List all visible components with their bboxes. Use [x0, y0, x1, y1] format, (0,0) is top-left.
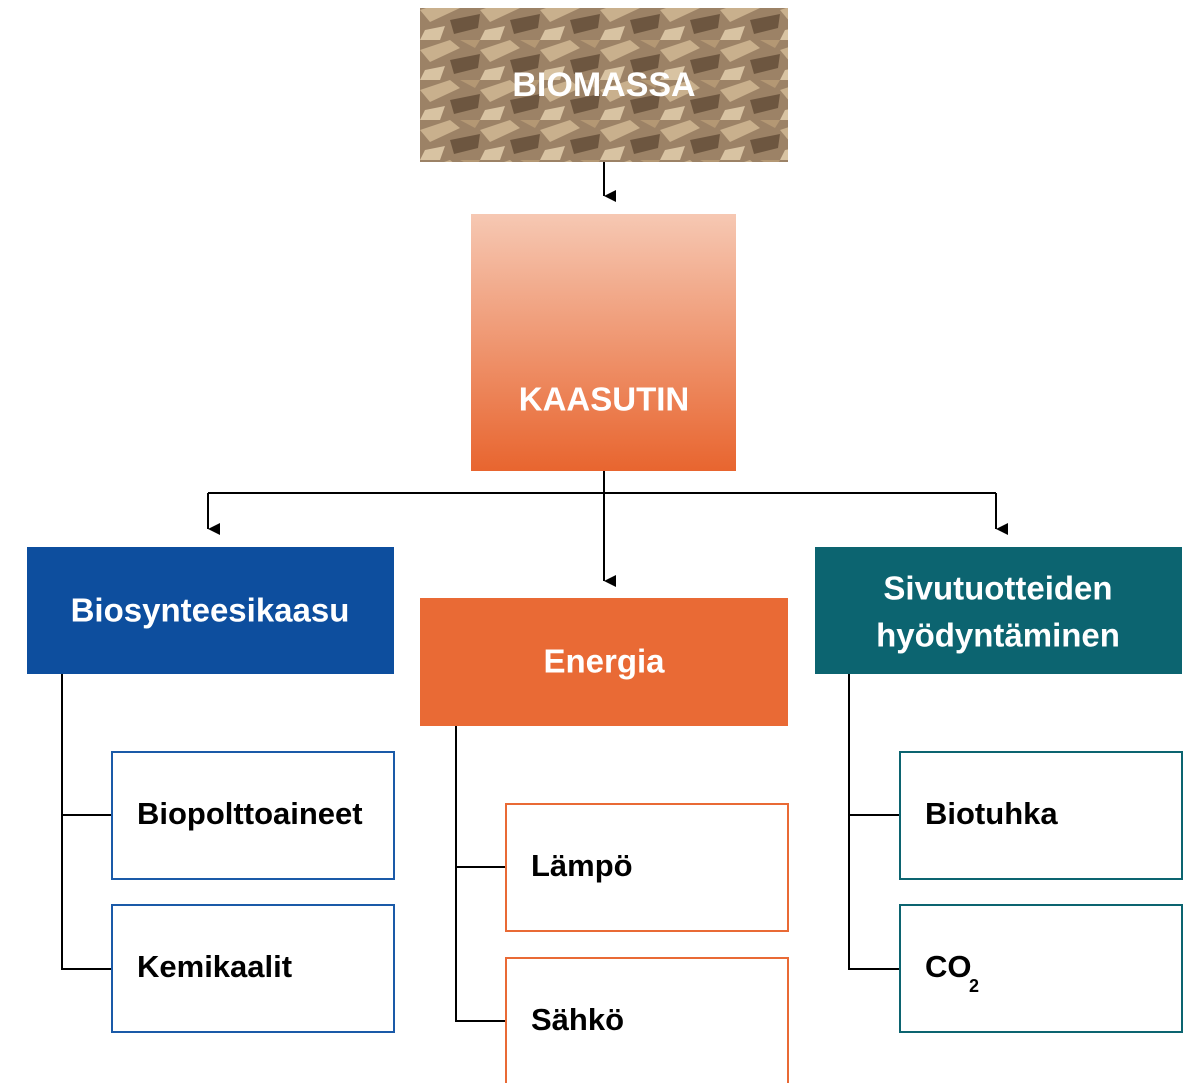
leaf-label: Biopolttoaineet	[137, 796, 363, 831]
connector	[208, 471, 996, 493]
node-label: BIOMASSA	[512, 66, 695, 104]
node-label: Biosynteesikaasu	[71, 592, 350, 629]
leaf-label: CO	[925, 949, 972, 984]
leaf-label: Biotuhka	[925, 796, 1058, 831]
leaf-label: Sähkö	[531, 1002, 624, 1037]
node-label: hyödyntäminen	[876, 617, 1120, 654]
leaf-label: Kemikaalit	[137, 949, 292, 984]
diagram: BIOMASSA KAASUTIN Biosynteesikaasu Energ…	[0, 0, 1192, 1083]
category-box	[815, 547, 1182, 674]
connector	[849, 674, 900, 969]
kaasutin-box	[471, 214, 736, 471]
connector	[456, 726, 506, 1021]
node-label: KAASUTIN	[519, 381, 690, 418]
node-label: Sivutuotteiden	[883, 570, 1112, 607]
connector	[62, 674, 112, 969]
node-label: Energia	[543, 643, 665, 680]
leaf-subscript: 2	[969, 976, 979, 996]
leaf-label: Lämpö	[531, 848, 633, 883]
